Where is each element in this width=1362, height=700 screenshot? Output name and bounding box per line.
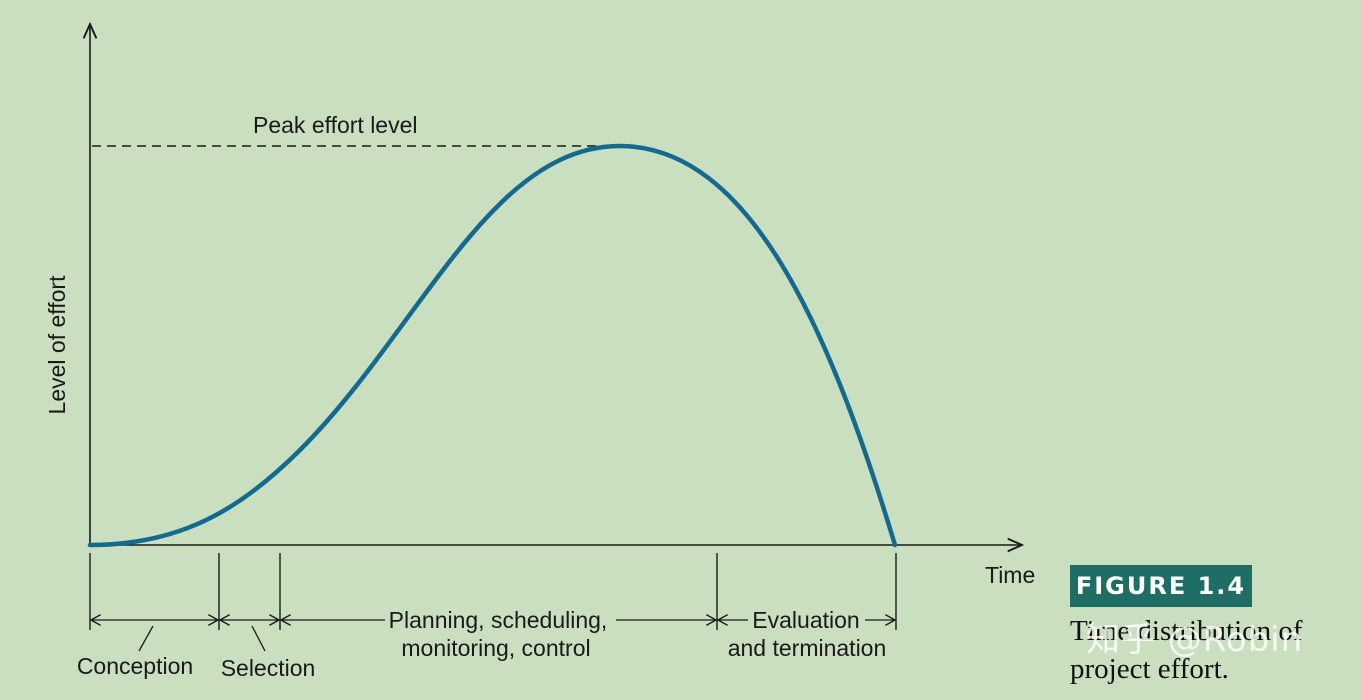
watermark: 知乎 @Robin (1086, 620, 1304, 660)
y-axis-label: Level of effort (44, 275, 70, 415)
phase-label-conception: Conception (77, 653, 193, 679)
effort-curve (87, 143, 898, 548)
conception-leader (138, 625, 154, 652)
phase-label-planning-line2: monitoring, control (401, 635, 590, 661)
x-axis-label: Time (985, 562, 1035, 588)
phase-label-planning-line1: Planning, scheduling, (389, 607, 608, 633)
phase-label-evaluation-line1: Evaluation (752, 607, 859, 633)
phase-label-selection: Selection (221, 655, 316, 681)
figure-caption: Time distribution of project effort. (1070, 615, 1303, 685)
peak-effort-label: Peak effort level (253, 112, 418, 138)
phase-label-evaluation-line2: and termination (728, 635, 887, 661)
figure-badge: FIGURE 1.4 (1070, 565, 1252, 607)
selection-leader (251, 625, 266, 652)
